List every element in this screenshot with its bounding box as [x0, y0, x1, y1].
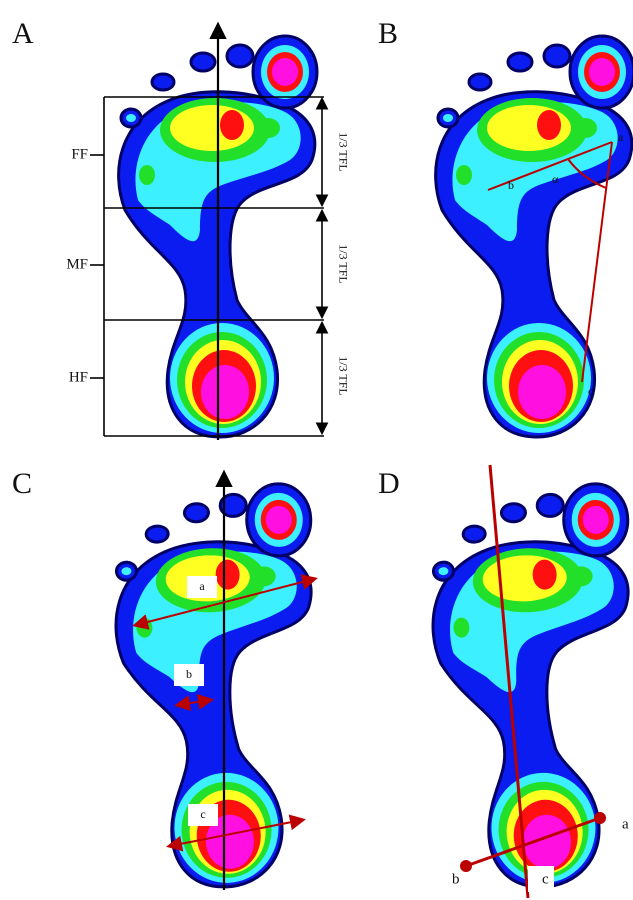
point-label: b	[508, 178, 514, 192]
point-label: b	[452, 871, 460, 887]
length-label: 1/3 TFL	[336, 356, 350, 395]
footprint	[111, 483, 323, 891]
figure: A FF MF HF 1/3 TFL 1/3 TFL 1/3 TFL B a b…	[0, 0, 633, 900]
panel-b: B a b c α	[378, 17, 633, 437]
panel-label: D	[378, 467, 400, 500]
panel-label: C	[12, 467, 32, 500]
region-label: HF	[69, 369, 88, 385]
point-label: c	[542, 871, 549, 887]
measure-label: a	[199, 579, 205, 593]
footprint	[436, 36, 633, 437]
panel-a: A FF MF HF 1/3 TFL 1/3 TFL 1/3 TFL	[12, 17, 350, 440]
measure-label: c	[200, 807, 205, 821]
length-label: 1/3 TFL	[336, 132, 350, 171]
panel-d: D a b c	[378, 465, 633, 898]
angle-label: α	[552, 172, 559, 186]
region-label: FF	[71, 146, 88, 162]
measure-label: b	[186, 667, 192, 681]
region-label: MF	[66, 256, 88, 272]
label-box	[528, 866, 554, 892]
point	[594, 812, 606, 824]
point-label: a	[618, 130, 624, 144]
panel-label: A	[12, 17, 34, 50]
footprint	[428, 483, 633, 891]
panel-label: B	[378, 17, 398, 50]
panel-c: C a b c	[12, 467, 323, 891]
point-label: c	[588, 384, 593, 398]
point	[460, 860, 472, 872]
point-label: a	[622, 816, 629, 832]
length-label: 1/3 TFL	[336, 244, 350, 283]
